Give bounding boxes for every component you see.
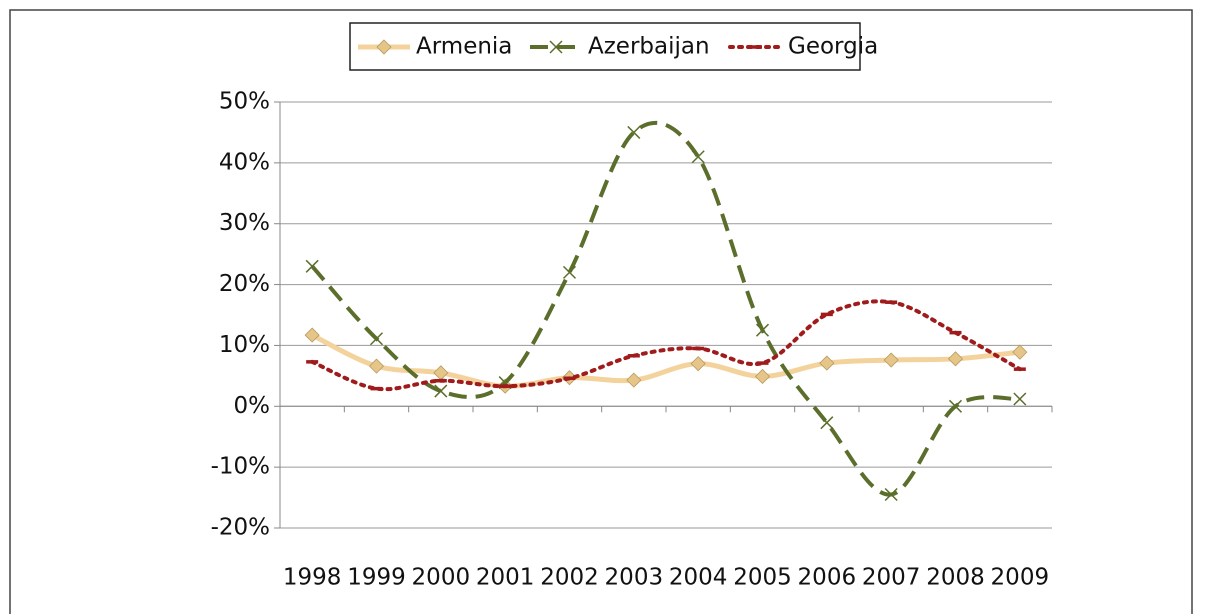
marker [947, 351, 964, 367]
marker [549, 40, 563, 54]
marker [819, 355, 835, 371]
x-tick-label: 2003 [605, 565, 664, 591]
marker [627, 125, 641, 139]
marker [883, 352, 899, 368]
marker [562, 265, 577, 279]
marker [948, 399, 963, 413]
marker [690, 356, 706, 372]
x-tick-label: 2009 [991, 565, 1050, 591]
marker [691, 150, 705, 164]
y-tick-label: -10% [211, 454, 270, 480]
marker [754, 368, 771, 385]
y-tick-label: 20% [219, 271, 270, 297]
y-tick-label: 30% [219, 210, 270, 236]
chart-frame [9, 9, 1193, 614]
marker [368, 358, 385, 374]
x-tick-label: 2005 [733, 565, 792, 591]
x-tick-label: 2000 [412, 565, 471, 591]
marker [1012, 344, 1028, 360]
marker [820, 416, 834, 430]
marker [434, 384, 448, 398]
x-tick-label: 2007 [862, 565, 921, 591]
marker [369, 332, 384, 346]
x-tick-label: 2008 [926, 565, 985, 591]
marker [305, 259, 319, 273]
y-tick-label: 50% [219, 89, 270, 115]
x-tick-label: 2006 [798, 565, 857, 591]
legend-label: Azerbaijan [588, 34, 710, 60]
marker [1013, 392, 1027, 406]
marker [376, 39, 392, 55]
y-tick-label: -20% [211, 515, 270, 541]
marker [884, 487, 898, 502]
y-tick-label: 40% [219, 149, 270, 175]
x-tick-label: 2002 [540, 565, 599, 591]
legend-label: Georgia [788, 34, 878, 60]
y-tick-label: 10% [219, 332, 270, 358]
x-tick-label: 2004 [669, 565, 728, 591]
marker [755, 323, 770, 337]
x-tick-label: 1998 [283, 565, 342, 591]
x-tick-label: 1999 [347, 565, 406, 591]
marker [304, 327, 320, 343]
legend-label: Armenia [416, 34, 512, 60]
marker [626, 372, 642, 388]
y-tick-label: 0% [234, 393, 271, 419]
x-tick-label: 2001 [476, 565, 535, 591]
